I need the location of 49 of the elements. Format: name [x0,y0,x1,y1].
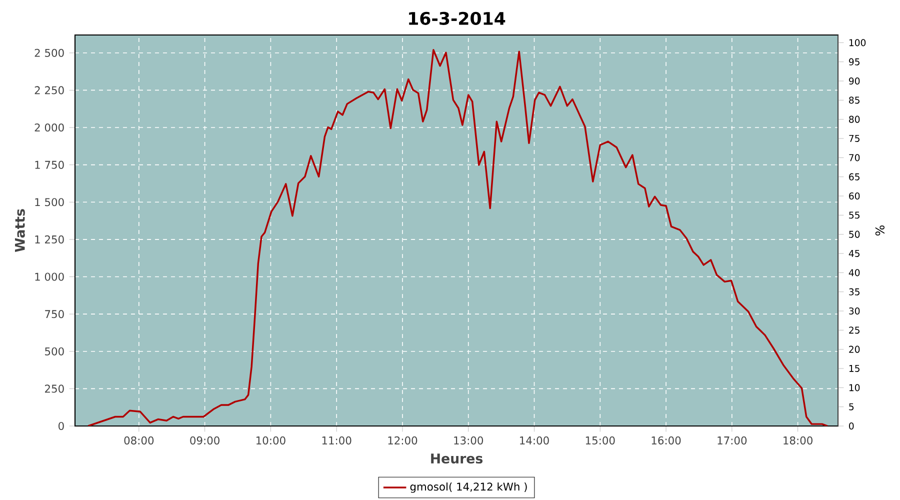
y2-tick-label: 85 [849,96,860,104]
y-tick-label: 500 [45,347,64,356]
x-tick-label: 12:00 [388,436,418,444]
line-series [87,49,828,426]
y2-tick-label: 45 [848,250,860,257]
y2-tick-label: 5 [849,403,854,410]
y2-tick-label: 55 [849,212,860,219]
y2-tick-label: 30 [849,307,860,315]
y2-tick-label: 95 [849,58,860,66]
y2-tick-label: 90 [849,77,860,85]
y2-tick-label: 15 [849,365,860,372]
y-tick-label: 0 [58,422,64,430]
y-tick-label: 750 [45,310,64,318]
y2-tick-label: 20 [849,346,860,353]
y-tick-label: 1 250 [35,235,64,244]
x-axis-title: Heures [431,454,483,464]
x-tick-label: 08:00 [124,436,154,444]
x-tick-label: 10:00 [256,436,286,444]
y2-tick-label: 40 [848,269,860,276]
y2-tick-label: 0 [849,422,854,430]
y-tick-label: 1 500 [35,198,64,206]
y-tick-label: 2 000 [34,123,64,132]
x-tick-label: 13:00 [454,436,484,444]
x-tick-label: 16:00 [652,436,681,444]
x-tick-label: 15:00 [586,436,615,444]
chart-title: 16-3-2014 [409,12,506,25]
y-tick-label: 1 750 [35,160,64,169]
y2-tick-label: 70 [849,154,860,162]
y-tick-label: 250 [45,384,64,393]
y2-tick-label: 100 [849,39,866,46]
legend-label: gmosol( 14,212 kWh ) [410,482,527,493]
x-tick-label: 18:00 [784,436,812,444]
y2-tick-label: 25 [849,326,860,334]
x-tick-label: 14:00 [520,436,549,444]
y-tick-label: 1 000 [35,272,64,281]
x-tick-label: 11:00 [322,436,352,444]
x-tick-label: 17:00 [718,436,747,444]
y-tick-label: 2 500 [34,48,64,57]
y2-tick-label: 60 [849,192,860,200]
y2-tick-label: 65 [849,173,860,180]
y-axis-title: Watts [14,209,25,252]
y2-tick-label: 10 [849,384,860,392]
y2-tick-label: 50 [849,230,860,238]
y2-axis-title: % [875,225,884,236]
x-tick-label: 09:00 [190,436,220,444]
y2-tick-label: 75 [849,135,860,142]
y-tick-label: 2 250 [34,86,64,94]
y2-tick-label: 35 [849,288,860,296]
y2-tick-label: 80 [849,116,860,123]
